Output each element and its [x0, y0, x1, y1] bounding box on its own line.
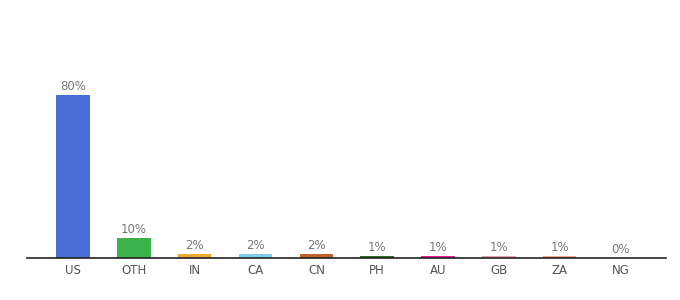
Text: 80%: 80%: [60, 80, 86, 93]
Bar: [56, 95, 90, 258]
Text: 1%: 1%: [490, 241, 508, 254]
Bar: [178, 254, 211, 258]
Text: 2%: 2%: [307, 239, 326, 252]
Bar: [300, 254, 333, 258]
Text: 1%: 1%: [368, 241, 386, 254]
Bar: [360, 256, 394, 258]
Text: 2%: 2%: [246, 239, 265, 252]
Bar: [482, 256, 515, 258]
Bar: [543, 256, 577, 258]
Bar: [117, 238, 150, 258]
Text: 1%: 1%: [429, 241, 447, 254]
Text: 1%: 1%: [550, 241, 569, 254]
Bar: [422, 256, 455, 258]
Text: 0%: 0%: [611, 243, 630, 256]
Bar: [239, 254, 272, 258]
Text: 2%: 2%: [186, 239, 204, 252]
Text: 10%: 10%: [121, 223, 147, 236]
